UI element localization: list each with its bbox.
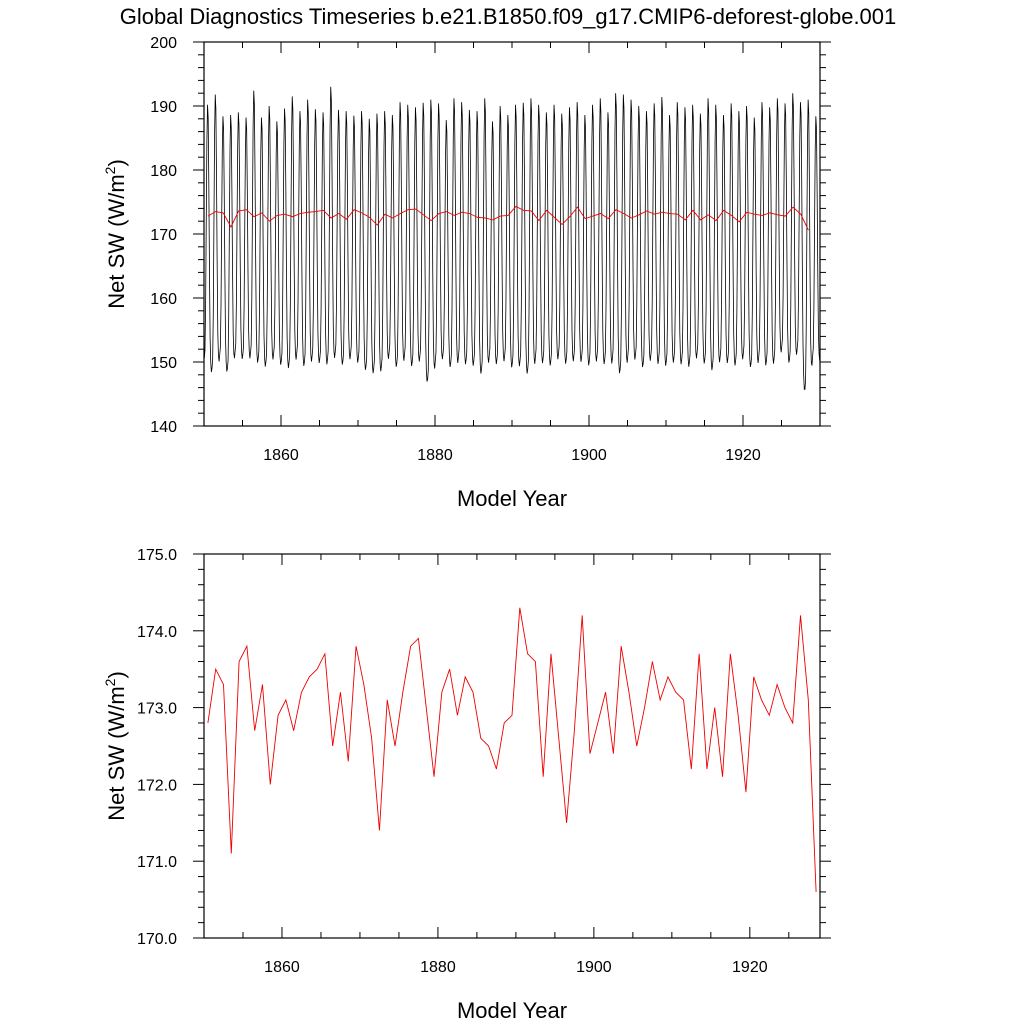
y-tick-label: 170 <box>150 227 177 244</box>
x-tick-label: 1860 <box>264 959 300 976</box>
y-tick-label: 190 <box>150 99 177 116</box>
chart-title: Global Diagnostics Timeseries b.e21.B185… <box>120 4 897 29</box>
x-tick-label: 1900 <box>571 447 607 464</box>
y-tick-label: 150 <box>150 355 177 372</box>
y-tick-label: 171.0 <box>137 854 177 871</box>
y-axis-label-main: Net SW (W/m <box>104 174 129 308</box>
y-tick-label: 160 <box>150 291 177 308</box>
y-axis-label-superscript: 2 <box>102 678 118 686</box>
y-tick-label: 172.0 <box>137 777 177 794</box>
y-axis-label-main: Net SW (W/m <box>104 686 129 820</box>
y-tick-label: 180 <box>150 163 177 180</box>
x-tick-label: 1880 <box>420 959 456 976</box>
y-axis-label: Net SW (W/m2) <box>102 671 129 821</box>
x-tick-label: 1920 <box>725 447 761 464</box>
plot-frame <box>203 553 821 939</box>
y-tick-label: 174.0 <box>137 624 177 641</box>
y-tick-label: 173.0 <box>137 701 177 718</box>
y-tick-label: 140 <box>150 419 177 436</box>
y-axis-label: Net SW (W/m2) <box>102 159 129 309</box>
x-tick-label: 1880 <box>417 447 453 464</box>
plot-frame <box>203 41 821 427</box>
bottom-panel: 1860 1880 1900 1920 170.0 171.0 172.0 173.0 174.… <box>102 547 831 1023</box>
top-panel: 1860 1880 1900 1920 140 150 160 170 180 190 200 Mod… <box>102 35 831 511</box>
x-axis-label: Model Year <box>457 486 567 511</box>
x-tick-label: 1920 <box>732 959 768 976</box>
annual-mean-series-line <box>207 607 817 892</box>
x-axis-label: Model Year <box>457 998 567 1023</box>
y-axis-label-tail: ) <box>104 159 129 166</box>
y-tick-label: 170.0 <box>137 931 177 948</box>
y-tick-label: 175.0 <box>137 547 177 564</box>
x-tick-label: 1860 <box>263 447 299 464</box>
y-axis-label-tail: ) <box>104 671 129 678</box>
annual-mean-series-line <box>207 205 809 231</box>
y-tick-label: 200 <box>150 35 177 52</box>
monthly-series-line <box>204 86 820 390</box>
x-tick-label: 1900 <box>576 959 612 976</box>
y-axis-label-superscript: 2 <box>102 166 118 174</box>
